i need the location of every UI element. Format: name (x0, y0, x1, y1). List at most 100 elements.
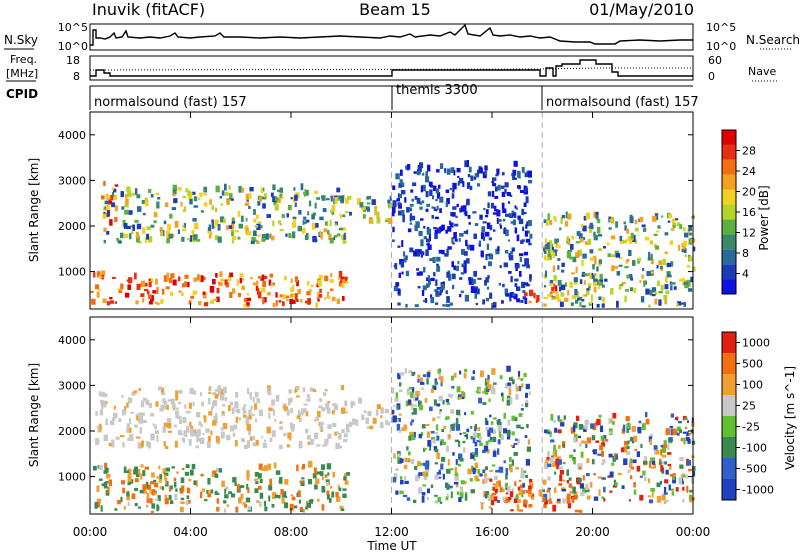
data-cell (452, 452, 455, 456)
data-cell (489, 469, 494, 473)
data-cell (111, 442, 115, 448)
data-cell (606, 242, 610, 246)
data-cell (264, 506, 268, 512)
data-cell (646, 271, 651, 277)
data-cell (670, 285, 673, 291)
power-colorbar-swatch (722, 159, 736, 175)
data-cell (302, 509, 305, 513)
data-cell (114, 216, 118, 222)
data-cell (398, 429, 402, 433)
data-cell (506, 399, 511, 406)
data-cell (630, 238, 634, 241)
data-cell (658, 299, 662, 306)
data-cell (422, 374, 427, 378)
data-cell (101, 391, 105, 394)
data-cell (98, 423, 102, 427)
data-cell (115, 436, 120, 440)
data-cell (292, 219, 297, 226)
data-cell (528, 485, 532, 492)
data-cell (235, 506, 239, 513)
data-cell (558, 466, 563, 470)
velocity-colorbar-swatch (722, 458, 736, 479)
data-cell (337, 195, 340, 201)
data-cell (426, 203, 431, 207)
data-cell (552, 450, 556, 458)
data-cell (185, 464, 190, 469)
data-cell (327, 424, 332, 429)
data-cell (426, 497, 429, 501)
data-cell (326, 463, 332, 470)
data-cell (492, 483, 496, 486)
data-cell (358, 397, 363, 404)
data-cell (182, 224, 185, 228)
data-cell (272, 196, 277, 203)
data-cell (142, 484, 147, 490)
data-cell (639, 216, 644, 223)
data-cell (184, 471, 190, 476)
data-cell (301, 408, 304, 413)
data-cell (416, 272, 420, 276)
data-cell (399, 490, 404, 495)
data-cell (561, 488, 566, 492)
data-cell (225, 486, 229, 490)
ytick-label: 1000 (58, 471, 86, 484)
data-cell (130, 411, 134, 414)
data-cell (289, 235, 294, 238)
data-cell (136, 283, 141, 290)
data-cell (158, 465, 161, 470)
data-cell (609, 218, 614, 223)
data-cell (149, 498, 153, 504)
data-cell (179, 419, 182, 424)
data-cell (391, 239, 395, 242)
data-cell (168, 495, 172, 500)
data-cell (137, 206, 142, 212)
data-cell (329, 210, 334, 213)
data-cell (661, 494, 666, 501)
data-cell (230, 493, 236, 498)
power-colorbar-swatch (722, 279, 736, 294)
data-cell (243, 404, 247, 407)
data-cell (521, 383, 524, 388)
xtick-label: 08:00 (274, 525, 309, 539)
data-cell (284, 275, 287, 281)
data-cell (560, 217, 563, 224)
data-cell (571, 497, 575, 503)
data-cell (562, 443, 565, 448)
data-cell (302, 388, 306, 393)
data-cell (556, 498, 561, 501)
data-cell (653, 464, 656, 469)
data-cell (507, 382, 511, 386)
data-cell (692, 466, 696, 471)
data-cell (294, 202, 297, 207)
data-cell (470, 411, 474, 415)
data-cell (682, 246, 686, 250)
data-cell (229, 193, 233, 199)
data-cell (468, 222, 471, 225)
data-cell (603, 435, 607, 439)
data-cell (592, 424, 597, 431)
data-cell (599, 281, 603, 286)
data-cell (647, 257, 651, 261)
data-cell (288, 204, 292, 211)
data-cell (144, 282, 148, 287)
data-cell (509, 491, 514, 498)
data-cell (204, 499, 208, 502)
data-cell (392, 200, 397, 208)
data-cell (513, 452, 518, 456)
data-cell (256, 234, 261, 237)
data-cell (639, 494, 644, 501)
data-cell (109, 297, 113, 300)
data-cell (271, 503, 275, 508)
data-cell (478, 167, 483, 174)
data-cell (544, 500, 548, 505)
data-cell (684, 232, 689, 238)
data-cell (397, 453, 401, 458)
data-cell (181, 467, 185, 470)
data-cell (393, 473, 398, 480)
data-cell (143, 490, 148, 494)
data-cell (506, 434, 511, 440)
data-cell (182, 228, 187, 232)
data-cell (400, 169, 403, 176)
data-cell (273, 201, 277, 206)
data-cell (310, 387, 314, 392)
